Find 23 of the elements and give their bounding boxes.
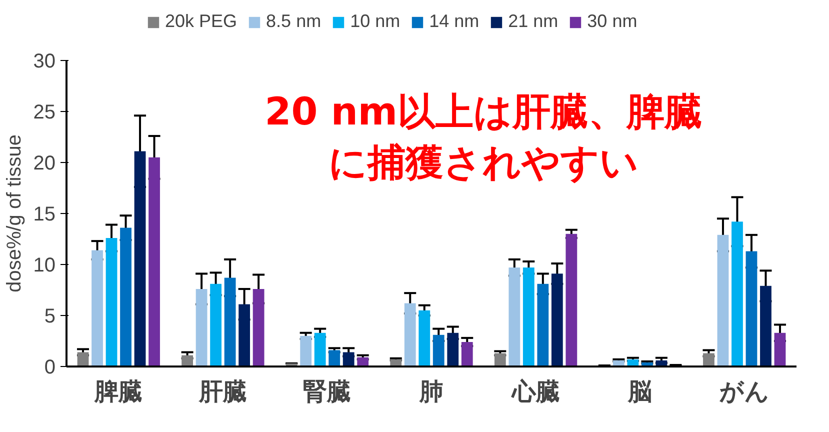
legend-label: 30 nm bbox=[587, 11, 638, 32]
annotation: 20 nm以上は肝臓、脾臓 bbox=[264, 90, 703, 134]
y-axis-title: dose%/g of tissue bbox=[3, 134, 26, 292]
y-tick-label: 10 bbox=[33, 254, 56, 276]
y-tick-label: 20 bbox=[33, 152, 56, 174]
x-tick-label: 腎臓 bbox=[303, 378, 352, 406]
x-tick-label: 肺 bbox=[418, 378, 444, 406]
legend-label: 21 nm bbox=[508, 11, 558, 32]
y-tick-label: 0 bbox=[44, 356, 56, 378]
y-tick-label: 30 bbox=[33, 50, 56, 72]
y-tick-label: 15 bbox=[33, 204, 56, 226]
legend-label: 14 nm bbox=[429, 11, 480, 32]
legend-label: 8.5 nm bbox=[266, 11, 322, 32]
x-tick-label: 脳 bbox=[627, 378, 652, 406]
x-tick-label: がん bbox=[719, 378, 770, 406]
x-tick-label: 脾臓 bbox=[94, 378, 143, 406]
y-tick-label: 25 bbox=[33, 102, 56, 124]
y-tick-label: 5 bbox=[44, 306, 56, 328]
legend-label: 10 nm bbox=[350, 11, 400, 32]
x-tick-label: 心臓 bbox=[510, 378, 560, 406]
legend-label: 20k PEG bbox=[165, 11, 238, 32]
x-tick-label: 肝臓 bbox=[198, 378, 247, 406]
annotation: に捕獲されやすい bbox=[328, 140, 639, 184]
